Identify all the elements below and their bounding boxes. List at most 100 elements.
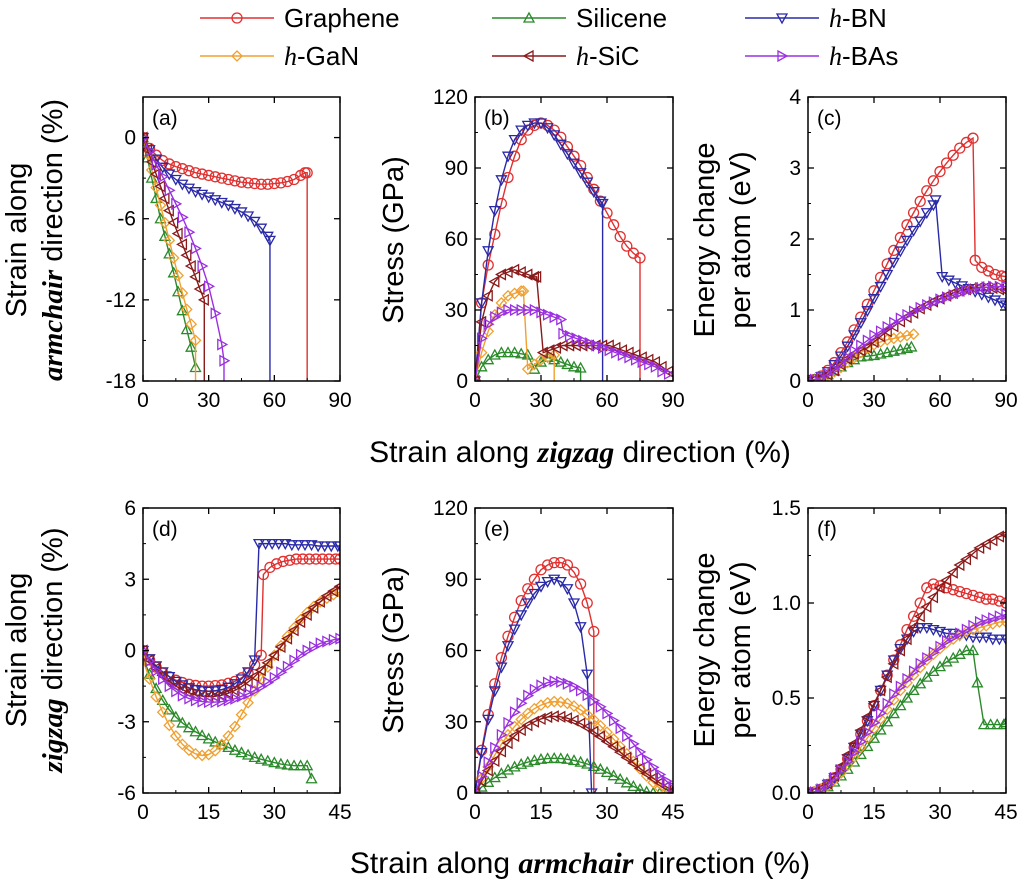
data-point [197,259,209,273]
data-point [988,280,1000,293]
data-point [521,120,534,132]
data-point [816,783,828,793]
data-point [581,597,593,609]
y-tick-label: 6 [124,497,136,520]
data-point [252,538,266,550]
data-point [482,325,495,338]
data-point [541,696,554,709]
data-point [581,669,594,681]
data-point [333,541,340,553]
data-point [894,699,907,711]
data-point [488,754,500,768]
data-point [243,687,255,700]
data-point [515,125,528,137]
data-point [554,355,567,367]
data-point [597,341,609,354]
data-point [490,310,502,324]
legend-item-graphene: Graphene [200,3,400,33]
data-point [508,624,521,636]
legend-label-text: -GaN [297,41,359,71]
data-point [549,310,561,324]
data-point [640,767,652,780]
data-point [483,318,495,331]
data-point [305,540,318,552]
x-tick-label: 30 [197,389,220,412]
data-point [190,242,202,255]
data-point [503,716,515,730]
x-axis-label-zigzag-pre: Strain along [369,436,537,469]
data-point [894,231,907,244]
data-point [235,680,247,693]
data-point [184,259,196,273]
plot-frame [142,507,341,794]
data-point [268,177,280,190]
data-point [880,670,892,684]
data-point [294,615,306,629]
data-point [620,751,632,764]
data-point [854,318,867,330]
data-point [193,282,205,296]
data-point [172,269,184,282]
y-tick-label: 0 [456,782,468,805]
legend-label-text: Silicene [576,3,667,33]
data-point [261,754,274,766]
data-point [535,699,547,712]
data-point [219,354,231,367]
data-point [255,752,268,764]
series-line [808,613,1006,793]
data-point [967,132,979,144]
data-point [528,118,541,130]
data-point [881,333,894,346]
data-point [663,367,673,381]
data-point [635,351,647,364]
data-point [269,671,281,684]
data-point [521,598,534,610]
data-point [953,558,965,572]
data-point [488,205,501,217]
data-point [948,288,960,302]
data-point [556,675,568,688]
data-point [875,707,887,720]
data-point [228,684,240,697]
data-point [501,151,515,163]
data-point [874,684,886,697]
y-tick-label: 0 [789,370,801,393]
data-point [887,655,900,667]
data-point [548,130,561,142]
x-axis-label-zigzag-post: direction (%) [614,436,791,469]
y-tick-label: 1.0 [772,592,801,615]
x-tick-label: 90 [328,389,351,412]
data-point [508,346,521,358]
data-point [641,753,653,766]
data-point [529,303,541,317]
data-point [180,303,193,316]
legend-label: h-BN [829,3,887,33]
data-point [574,755,587,767]
y-axis-label: zigzag direction (%) [37,528,69,774]
data-point [288,173,300,186]
data-point [488,275,500,288]
data-point [608,714,620,727]
data-point [529,683,541,696]
data-point [881,269,894,281]
data-point [607,219,620,231]
data-point [495,268,507,281]
data-point [516,697,528,710]
y-tick-label: 90 [445,568,468,591]
data-point [516,303,528,317]
data-point [190,694,202,707]
data-point [195,729,209,741]
data-point [259,538,272,550]
panel-label: (c) [817,107,842,130]
x-tick-label: 15 [529,801,552,824]
legend-label-prefix: h [576,42,589,71]
data-point [657,365,669,378]
data-point [564,329,576,343]
legend-item-hbas: h-BAs [745,41,898,71]
data-point [266,538,279,550]
data-point [562,677,574,690]
data-point [829,771,841,784]
data-point [587,725,599,738]
x-axis-label-armchair-pre: Strain along [350,847,518,880]
data-point [158,170,170,183]
